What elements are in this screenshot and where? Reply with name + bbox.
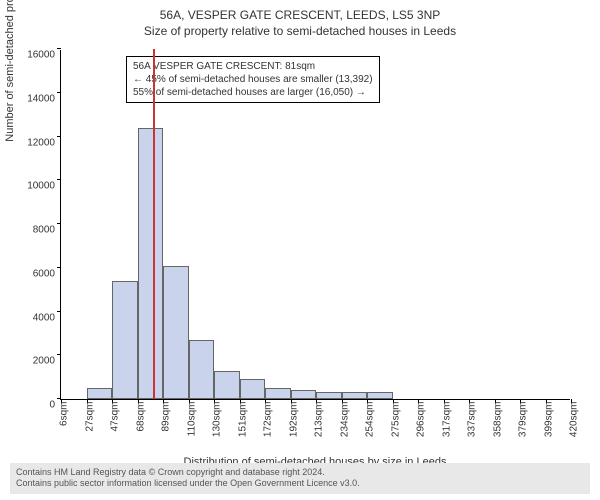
chart-title-main: 56A, VESPER GATE CRESCENT, LEEDS, LS5 3N… <box>0 0 600 22</box>
histogram-bar <box>342 392 368 399</box>
histogram-bar <box>265 388 291 399</box>
x-tick-label: 358sqm <box>492 402 503 452</box>
y-tick-label: 8000 <box>13 225 55 236</box>
x-tick-label: 254sqm <box>365 402 376 452</box>
histogram-bar <box>189 340 215 399</box>
y-tick-mark <box>57 136 61 137</box>
y-tick-label: 2000 <box>13 356 55 367</box>
y-tick-mark <box>57 311 61 312</box>
x-tick-label: 337sqm <box>467 402 478 452</box>
histogram-bar <box>316 392 342 399</box>
y-tick-label: 16000 <box>13 50 55 61</box>
y-tick-label: 14000 <box>13 93 55 104</box>
chart-area: Number of semi-detached properties 56A V… <box>60 50 570 400</box>
x-tick-label: 275sqm <box>390 402 401 452</box>
property-marker-line <box>153 49 155 399</box>
x-tick-label: 27sqm <box>84 402 95 452</box>
x-tick-label: 68sqm <box>135 402 146 452</box>
y-tick-mark <box>57 354 61 355</box>
histogram-bar <box>240 379 266 399</box>
y-tick-mark <box>57 92 61 93</box>
plot-region: 56A VESPER GATE CRESCENT: 81sqm← 45% of … <box>60 50 570 400</box>
x-tick-label: 192sqm <box>288 402 299 452</box>
x-tick-label: 110sqm <box>186 402 197 452</box>
x-tick-label: 130sqm <box>212 402 223 452</box>
x-tick-label: 47sqm <box>110 402 121 452</box>
histogram-bar <box>138 128 164 399</box>
histogram-bar <box>291 390 317 399</box>
y-tick-label: 10000 <box>13 181 55 192</box>
y-tick-label: 12000 <box>13 137 55 148</box>
y-tick-mark <box>57 267 61 268</box>
x-tick-label: 151sqm <box>237 402 248 452</box>
y-tick-label: 0 <box>13 400 55 411</box>
histogram-bar <box>367 392 393 399</box>
x-tick-label: 89sqm <box>161 402 172 452</box>
y-axis-label: Number of semi-detached properties <box>4 0 16 142</box>
annotation-line: ← 45% of semi-detached houses are smalle… <box>133 73 373 86</box>
annotation-box: 56A VESPER GATE CRESCENT: 81sqm← 45% of … <box>126 56 380 103</box>
y-tick-label: 6000 <box>13 268 55 279</box>
x-tick-label: 6sqm <box>59 402 70 452</box>
y-tick-mark <box>57 179 61 180</box>
annotation-line: 55% of semi-detached houses are larger (… <box>133 86 373 99</box>
histogram-bar <box>163 266 189 399</box>
x-tick-label: 296sqm <box>416 402 427 452</box>
x-tick-label: 234sqm <box>339 402 350 452</box>
chart-container: 56A, VESPER GATE CRESCENT, LEEDS, LS5 3N… <box>0 0 600 500</box>
annotation-line: 56A VESPER GATE CRESCENT: 81sqm <box>133 60 373 73</box>
x-tick-label: 213sqm <box>314 402 325 452</box>
x-tick-label: 317sqm <box>441 402 452 452</box>
x-tick-label: 420sqm <box>569 402 580 452</box>
y-tick-label: 4000 <box>13 312 55 323</box>
histogram-bar <box>214 371 240 399</box>
chart-title-sub: Size of property relative to semi-detach… <box>0 22 600 38</box>
x-tick-label: 399sqm <box>543 402 554 452</box>
x-tick-label: 172sqm <box>263 402 274 452</box>
histogram-bar <box>87 388 113 399</box>
footer-attribution: Contains HM Land Registry data © Crown c… <box>10 463 590 494</box>
y-tick-mark <box>57 48 61 49</box>
footer-line-2: Contains public sector information licen… <box>16 478 584 490</box>
y-tick-mark <box>57 223 61 224</box>
footer-line-1: Contains HM Land Registry data © Crown c… <box>16 467 584 479</box>
histogram-bar <box>112 281 138 399</box>
x-tick-label: 379sqm <box>518 402 529 452</box>
